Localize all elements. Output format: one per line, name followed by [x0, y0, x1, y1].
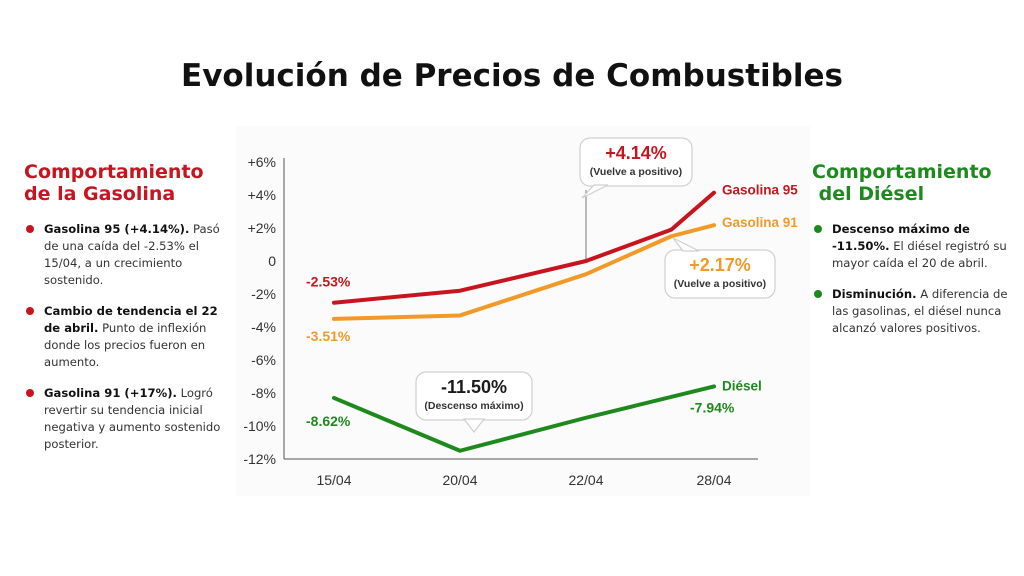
series-line-3: [332, 384, 716, 453]
note-bold: Descenso máximo de -11.50%.: [832, 222, 970, 253]
gasoline-heading-line1: Comportamiento: [24, 161, 204, 183]
data-label: -7.94%: [690, 399, 735, 415]
callout-value: -11.50%: [441, 377, 507, 397]
gasoline-note-3: Gasolina 91 (+17%). Logró revertir su te…: [24, 385, 232, 453]
diesel-panel: Comportamiento del Diésel Descenso máxim…: [812, 161, 1012, 351]
note-bold: Disminución.: [832, 287, 917, 301]
x-tick-label: 28/04: [696, 472, 731, 488]
y-tick-label: -8%: [251, 385, 276, 401]
callout-tail: [672, 237, 700, 252]
bullet-icon: [26, 307, 34, 315]
note-text: Logró revertir su tendencia inicial nega…: [44, 386, 221, 451]
y-tick-label: -4%: [251, 319, 276, 335]
data-label: -3.51%: [306, 328, 351, 344]
note-text: El diésel registró su mayor caída el 20 …: [832, 239, 1007, 270]
y-tick-label: -10%: [243, 418, 276, 434]
callout-tail: [581, 184, 609, 199]
note-text: Pasó de una caída del -2.53% el 15/04, a…: [44, 222, 220, 287]
y-tick-label: -2%: [251, 286, 276, 302]
note-bold: Gasolina 91 (+17%).: [44, 386, 177, 400]
data-label: -2.53%: [306, 274, 351, 290]
callout-note: (Descenso máximo): [424, 400, 523, 412]
note-text: A diferencia de las gasolinas, el diésel…: [832, 287, 1008, 335]
series-name-label: Diésel: [722, 378, 762, 393]
bullet-icon: [26, 225, 34, 233]
bullet-icon: [814, 290, 822, 298]
series-name-label: Gasolina 91: [722, 215, 798, 230]
x-tick-label: 20/04: [442, 472, 477, 488]
y-tick-label: +4%: [248, 187, 276, 203]
y-tick-label: +6%: [248, 154, 276, 170]
diesel-heading-line2: del Diésel: [812, 183, 925, 205]
x-tick-label: 15/04: [316, 472, 351, 488]
y-tick-label: 0: [268, 253, 276, 269]
fuel-price-chart: +6% +4% +2% 0 -2% -4% -6% -8% -10% -12% 15/04 20/04…: [236, 126, 810, 496]
callout-value: +2.17%: [689, 255, 751, 275]
note-bold: Gasolina 95 (+4.14%).: [44, 222, 190, 236]
y-tick-label: -6%: [251, 352, 276, 368]
x-tick-label: 22/04: [568, 472, 603, 488]
gasoline-panel: Comportamiento de la Gasolina Gasolina 9…: [24, 161, 232, 467]
y-tick-label: +2%: [248, 220, 276, 236]
bullet-icon: [26, 389, 34, 397]
bullet-icon: [814, 225, 822, 233]
callout-bubble: [664, 249, 776, 299]
gasoline-note-2: Cambio de tendencia el 22 de abril. Punt…: [24, 303, 232, 371]
y-tick-label: -12%: [243, 451, 276, 467]
series-line-1: [332, 190, 716, 305]
page-title: Evolución de Precios de Combustibles: [181, 58, 843, 94]
line-chart-svg: +6% +4% +2% 0 -2% -4% -6% -8% -10% -12% 15/04 20/04…: [243, 137, 798, 488]
series-line-2: [332, 223, 716, 321]
gasoline-heading-line2: de la Gasolina: [24, 183, 176, 205]
gasoline-panel-heading: Comportamiento de la Gasolina: [24, 161, 232, 205]
callout-bubble: [579, 137, 693, 187]
note-text: Punto de inflexión donde los precios fue…: [44, 321, 207, 369]
diesel-heading-line1: Comportamiento: [812, 161, 992, 183]
series-name-label: Gasolina 95: [722, 183, 798, 198]
gasoline-note-1: Gasolina 95 (+4.14%). Pasó de una caída …: [24, 221, 232, 289]
data-label: -8.62%: [306, 413, 351, 429]
note-bold: Cambio de tendencia el 22 de abril.: [44, 304, 218, 335]
diesel-note-1: Descenso máximo de -11.50%. El diésel re…: [812, 221, 1012, 272]
callout-value: +4.14%: [605, 143, 667, 163]
callout-note: (Vuelve a positivo): [590, 166, 682, 178]
callout-tail: [462, 418, 486, 433]
callout-note: (Vuelve a positivo): [674, 278, 766, 290]
diesel-note-2: Disminución. A diferencia de las gasolin…: [812, 286, 1012, 337]
diesel-panel-heading: Comportamiento del Diésel: [812, 161, 1012, 205]
